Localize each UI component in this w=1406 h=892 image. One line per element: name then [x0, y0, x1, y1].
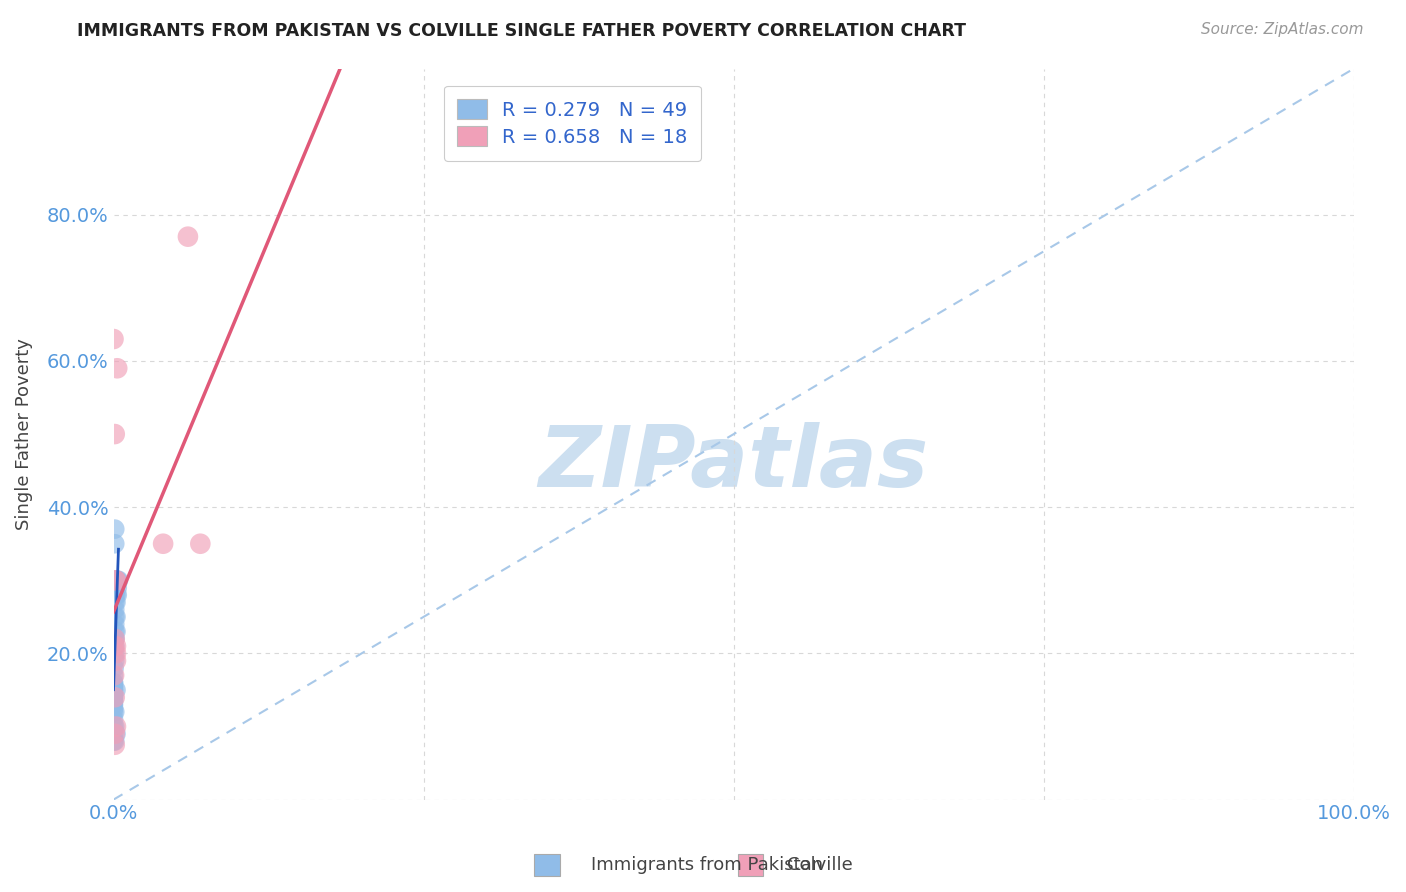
Point [107, 574, 129, 588]
Point [104, 654, 127, 668]
Point [103, 675, 125, 690]
Point [103, 675, 125, 690]
Point [104, 639, 127, 653]
Point [104, 719, 127, 733]
Point [104, 734, 127, 748]
Point [104, 537, 127, 551]
Point [104, 595, 127, 609]
Text: IMMIGRANTS FROM PAKISTAN VS COLVILLE SINGLE FATHER POVERTY CORRELATION CHART: IMMIGRANTS FROM PAKISTAN VS COLVILLE SIN… [77, 22, 966, 40]
Point [103, 690, 125, 705]
Legend: R = 0.279   N = 49, R = 0.658   N = 18: R = 0.279 N = 49, R = 0.658 N = 18 [444, 86, 702, 161]
Point [103, 690, 125, 705]
Point [104, 574, 127, 588]
Point [105, 581, 128, 595]
Text: Colville: Colville [787, 856, 853, 874]
Text: ZIPatlas: ZIPatlas [538, 422, 929, 505]
Point [104, 574, 127, 588]
Point [104, 705, 127, 719]
Point [188, 537, 211, 551]
Point [103, 682, 125, 697]
Point [104, 588, 127, 602]
Point [103, 719, 125, 733]
Point [103, 712, 125, 726]
Point [104, 602, 127, 616]
Point [104, 617, 127, 632]
Point [104, 574, 127, 588]
Point [104, 727, 127, 741]
Point [103, 679, 125, 693]
Point [104, 595, 127, 609]
Point [103, 705, 125, 719]
Point [104, 610, 127, 624]
Point [103, 332, 125, 346]
Point [104, 610, 127, 624]
Point [104, 588, 127, 602]
Point [103, 727, 125, 741]
Point [104, 690, 127, 705]
Point [105, 588, 128, 602]
Point [103, 687, 125, 701]
Point [104, 624, 127, 639]
Point [104, 647, 127, 661]
Text: Source: ZipAtlas.com: Source: ZipAtlas.com [1201, 22, 1364, 37]
Point [104, 522, 127, 536]
Point [103, 698, 125, 712]
Point [104, 727, 127, 741]
Point [104, 647, 127, 661]
Point [104, 574, 127, 588]
Point [103, 694, 125, 708]
Point [103, 694, 125, 708]
Point [104, 624, 127, 639]
Point [103, 701, 125, 715]
Point [103, 668, 125, 682]
Point [104, 719, 127, 733]
Point [104, 427, 127, 442]
Point [105, 574, 128, 588]
Point [104, 632, 127, 646]
Point [177, 229, 200, 244]
Point [103, 639, 125, 653]
Point [103, 687, 125, 701]
Point [152, 537, 174, 551]
Point [104, 682, 127, 697]
Point [105, 361, 128, 376]
Point [104, 654, 127, 668]
Point [103, 668, 125, 682]
Point [104, 632, 127, 646]
Text: Immigrants from Pakistan: Immigrants from Pakistan [591, 856, 823, 874]
Point [104, 632, 127, 646]
Y-axis label: Single Father Poverty: Single Father Poverty [15, 338, 32, 530]
Point [104, 639, 127, 653]
Point [103, 682, 125, 697]
Point [103, 661, 125, 675]
Point [104, 738, 127, 752]
Point [103, 734, 125, 748]
Point [103, 679, 125, 693]
